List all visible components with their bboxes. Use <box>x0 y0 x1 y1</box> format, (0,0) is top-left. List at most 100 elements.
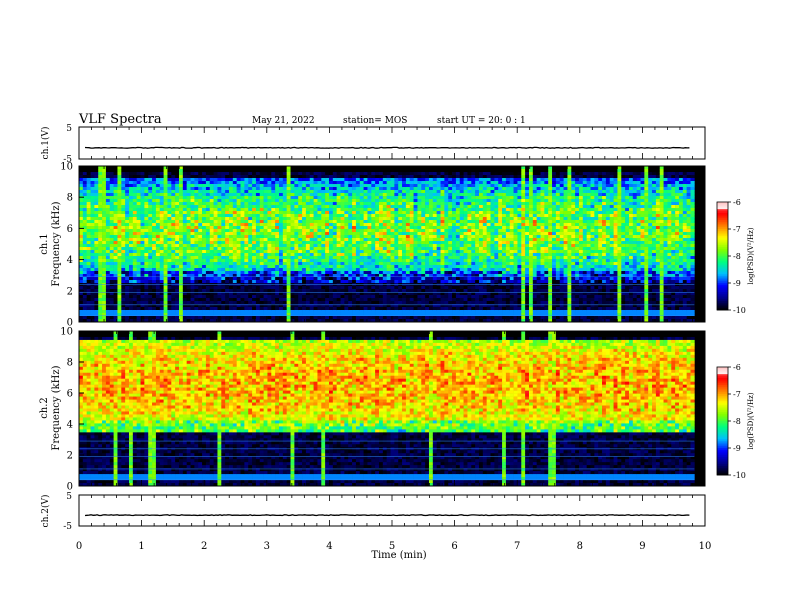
spectrogram-cell <box>167 199 172 203</box>
spectrogram-cell <box>167 292 172 296</box>
spectrogram-cell <box>125 241 130 245</box>
spectrogram-cell <box>332 292 337 296</box>
spectrogram-cell <box>132 196 137 200</box>
spectrogram-cell <box>386 199 391 203</box>
spectrogram-cell <box>317 217 322 221</box>
spectrogram-cell <box>267 208 272 212</box>
spectrogram-cell <box>336 208 341 212</box>
spectrogram-cell <box>436 223 441 227</box>
spectrogram-cell <box>348 205 353 209</box>
spectrogram-cell <box>321 202 326 206</box>
spectrogram-cell <box>90 268 95 272</box>
spectrogram-cell <box>413 214 418 218</box>
spectrogram-cell <box>348 235 353 239</box>
spectrogram-cell <box>113 277 118 281</box>
spectrogram-cell <box>217 241 222 245</box>
spectrogram-cell <box>232 286 237 290</box>
spectrogram-cell <box>378 274 384 278</box>
spectrogram-cell <box>340 190 345 194</box>
spectrogram-cell <box>90 187 95 191</box>
spectrogram-cell <box>159 253 164 257</box>
spectrogram-cell <box>121 172 126 176</box>
spectrogram-cell <box>309 241 314 245</box>
spectrogram-cell <box>321 217 326 221</box>
spectrogram-cell <box>105 289 111 293</box>
spectrogram-cell <box>121 280 126 284</box>
spectrogram-cell <box>240 226 245 230</box>
spectrogram-cell <box>417 169 422 173</box>
spectrogram-cell <box>378 184 384 188</box>
spectrogram-cell <box>359 256 364 260</box>
spectrogram-cell <box>175 193 180 197</box>
spectrogram-cell <box>136 262 141 266</box>
spectrogram-cell <box>125 304 130 308</box>
spectrogram-cell <box>340 181 345 185</box>
spectrogram-cell <box>355 169 361 173</box>
spectrogram-cell <box>129 229 134 233</box>
spectrogram-cell <box>305 184 311 188</box>
spectrogram-cell <box>371 232 376 236</box>
spectrogram-cell <box>79 217 84 221</box>
spectrogram-cell <box>90 253 95 257</box>
spectrogram-cell <box>105 214 111 218</box>
spectrogram-cell <box>209 262 214 266</box>
spectrogram-cell <box>352 220 357 224</box>
spectrogram-cell <box>109 250 114 254</box>
spectrogram-cell <box>144 280 149 284</box>
spectrogram-cell <box>155 166 161 170</box>
spectrogram-cell <box>390 253 395 257</box>
spectrogram-cell <box>82 262 87 266</box>
spectrogram-cell <box>171 169 176 173</box>
spectrogram-cell <box>398 319 403 323</box>
spectrogram-cell <box>190 238 195 242</box>
spectrogram-cell <box>90 259 95 263</box>
spectrogram-cell <box>425 205 430 209</box>
spectrogram-cell <box>305 223 311 227</box>
spectrogram-cell <box>163 211 168 215</box>
spectrogram-cell <box>209 217 214 221</box>
spectrogram-cell <box>252 220 257 224</box>
spectrogram-cell <box>255 295 261 299</box>
spectrogram-cell <box>255 307 261 311</box>
spectrogram-cell <box>140 238 145 242</box>
spectrogram-cell <box>94 196 99 200</box>
spectrogram-cell <box>317 244 322 248</box>
spectrogram-cell <box>440 313 445 317</box>
spectrogram-cell <box>221 286 226 290</box>
spectrogram-cell <box>109 202 114 206</box>
spectrogram-cell <box>98 241 103 245</box>
spectrogram-cell <box>390 313 395 317</box>
spectrogram-cell <box>202 256 207 260</box>
spectrogram-cell <box>236 205 241 209</box>
spectrogram-cell <box>136 268 141 272</box>
spectrogram-cell <box>352 169 357 173</box>
spectrogram-cell <box>155 250 161 254</box>
spectrogram-cell <box>244 292 249 296</box>
spectrogram-cell <box>382 208 387 212</box>
spectrogram-cell <box>344 175 349 179</box>
spectrogram-cell <box>290 169 295 173</box>
spectrogram-cell <box>355 232 361 236</box>
spectrogram-cell <box>263 268 268 272</box>
spectrogram-cell <box>236 235 241 239</box>
spectrogram-cell <box>432 292 437 296</box>
spectrogram-cell <box>225 244 230 248</box>
spectrogram-cell <box>432 244 437 248</box>
spectrogram-cell <box>129 253 134 257</box>
spectrogram-cell <box>252 295 257 299</box>
spectrogram-cell <box>263 295 268 299</box>
spectrogram-cell <box>409 286 414 290</box>
spectrogram-cell <box>340 277 345 281</box>
spectrogram-cell <box>275 178 280 182</box>
spectrogram-cell <box>232 259 237 263</box>
spectrogram-cell <box>82 259 87 263</box>
spectrogram-cell <box>371 229 376 233</box>
spectrogram-cell <box>290 304 295 308</box>
spectrogram-cell <box>386 175 391 179</box>
spectrogram-cell <box>240 289 245 293</box>
spectrogram-cell <box>167 193 172 197</box>
spectrogram-cell <box>436 256 441 260</box>
spectrogram-cell <box>117 271 122 275</box>
spectrogram-cell <box>90 214 95 218</box>
spectrogram-cell <box>167 244 172 248</box>
